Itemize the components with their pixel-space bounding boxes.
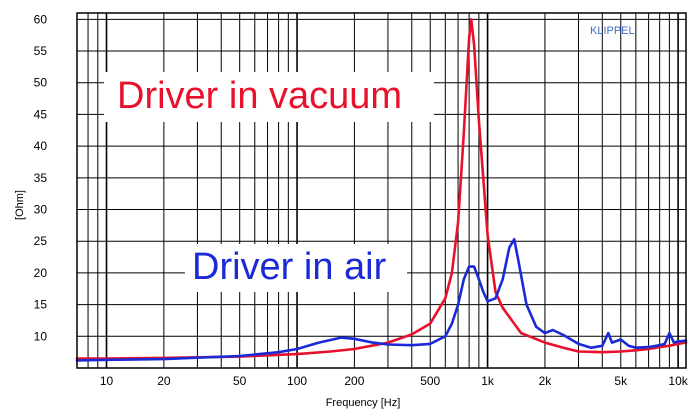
x-tick-labels: 10 20 50 100 200 500 1k 2k 5k 10k: [100, 374, 689, 388]
x-tick-label: 2k: [539, 374, 553, 388]
y-tick-label: 20: [34, 266, 48, 280]
annotation-air-bg: [185, 244, 407, 292]
annotation-vacuum: Driver in vacuum: [117, 75, 402, 117]
x-tick-label: 10: [100, 374, 114, 388]
x-tick-label: 20: [157, 374, 171, 388]
plot-area: [77, 13, 686, 368]
y-tick-label: 15: [34, 298, 48, 312]
y-tick-label: 30: [34, 203, 48, 217]
x-tick-label: 10k: [668, 374, 688, 388]
y-axis-label: [Ohm]: [14, 190, 26, 220]
y-tick-label: 40: [34, 139, 48, 153]
y-tick-labels: 10 15 20 25 30 35 40 45 50 55 60: [34, 12, 48, 343]
x-tick-label: 500: [420, 374, 440, 388]
plot-frame: [76, 12, 687, 369]
series-line-vacuum: [75, 18, 688, 360]
x-tick-label: 50: [233, 374, 247, 388]
annotation-vacuum-bg: [104, 72, 434, 122]
series-line-air: [75, 238, 688, 362]
x-tick-label: 5k: [614, 374, 628, 388]
y-tick-label: 50: [34, 76, 48, 90]
x-tick-label: 100: [287, 374, 307, 388]
series-layer: [75, 18, 688, 362]
y-tick-label: 35: [34, 171, 48, 185]
y-tick-label: 25: [34, 234, 48, 248]
y-tick-label: 60: [34, 12, 48, 26]
watermark-klippel: KLIPPEL: [590, 25, 635, 37]
y-tick-label: 10: [34, 329, 48, 343]
x-tick-label: 1k: [481, 374, 495, 388]
x-axis-label: Frequency [Hz]: [326, 397, 401, 409]
y-tick-label: 55: [34, 44, 48, 58]
annotation-air: Driver in air: [192, 246, 387, 288]
x-tick-label: 200: [344, 374, 364, 388]
y-tick-label: 45: [34, 107, 48, 121]
